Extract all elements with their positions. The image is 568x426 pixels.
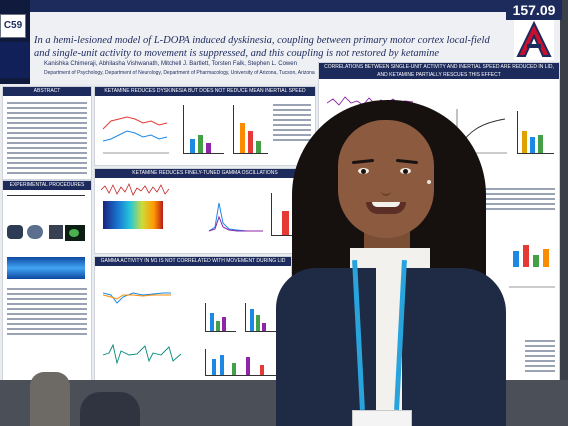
procedure-image xyxy=(7,225,23,239)
procedure-image xyxy=(27,225,43,239)
lfp-trace xyxy=(101,182,170,196)
experimental-procedures-panel: EXPERIMENTAL PROCEDURES xyxy=(2,180,92,382)
procedure-image xyxy=(49,225,63,239)
poster-affiliations: Department of Psychology, Department of … xyxy=(44,70,315,76)
gamma-oscillations-heading: KETAMINE REDUCES FINELY-TUNED GAMMA OSCI… xyxy=(95,169,315,178)
poster-title: In a hemi-lesioned model of L-DOPA induc… xyxy=(34,35,490,59)
abstract-panel: ABSTRACT xyxy=(2,86,92,180)
bar-chart-axes xyxy=(183,105,224,154)
abstract-heading: ABSTRACT xyxy=(3,87,91,96)
abstract-text xyxy=(7,99,87,177)
procedures-text xyxy=(7,285,87,338)
poster-number: 157.09 xyxy=(506,0,562,20)
gamma-oscillations-panel: KETAMINE REDUCES FINELY-TUNED GAMMA OSCI… xyxy=(94,168,316,254)
unit-box-plot xyxy=(509,245,555,288)
presenter-nose xyxy=(381,176,391,196)
poster-id-tag: C59 xyxy=(0,14,26,38)
timeline-graphic xyxy=(7,195,85,216)
presenter-teeth xyxy=(372,202,400,207)
movement-trace-plot xyxy=(103,343,182,365)
power-spectrum-plot xyxy=(208,202,263,232)
gamma-movement-panel: GAMMA ACTIVITY IN M1 IS NOT CORRELATED W… xyxy=(94,256,292,382)
gamma-movement-heading: GAMMA ACTIVITY IN M1 IS NOT CORRELATED W… xyxy=(95,257,291,266)
lab-logo-icon xyxy=(0,42,30,78)
movement-bar-chart xyxy=(245,303,276,332)
ketamine-dyskinesia-heading: KETAMINE REDUCES DYSKINESIA BUT DOES NOT… xyxy=(95,87,315,96)
name-badge xyxy=(352,410,412,426)
presenter-eye xyxy=(400,168,411,174)
gamma-spectrogram-heatmap xyxy=(103,201,163,229)
university-logo-icon xyxy=(514,20,554,60)
unit-bar-chart xyxy=(517,111,554,154)
background-person xyxy=(80,392,140,426)
spectrogram-band xyxy=(7,257,85,279)
movement-bar-chart xyxy=(205,349,276,376)
movement-correlation-plot xyxy=(103,292,171,304)
ketamine-dyskinesia-panel: KETAMINE REDUCES DYSKINESIA BUT DOES NOT… xyxy=(94,86,316,166)
histology-image xyxy=(65,225,85,241)
presenter-eye xyxy=(358,168,369,174)
dyskinesia-line-plot xyxy=(102,116,169,154)
background-person xyxy=(30,372,70,426)
unit-caption-text xyxy=(467,185,555,213)
gamma-bar-chart xyxy=(271,193,302,236)
bar-chart-axes xyxy=(233,105,268,154)
unit-footer-text xyxy=(525,337,555,375)
single-unit-heading: CORRELATIONS BETWEEN SINGLE-UNIT ACTIVIT… xyxy=(319,63,559,79)
poster-authors: Kanishka Chimeraji, Abhilasha Vishwanath… xyxy=(44,61,297,67)
earring-icon xyxy=(427,180,431,184)
presenter-jacket-right xyxy=(402,268,506,426)
panel-caption-text xyxy=(273,101,311,144)
experimental-procedures-heading: EXPERIMENTAL PROCEDURES xyxy=(3,181,91,190)
movement-bar-chart xyxy=(205,303,236,332)
